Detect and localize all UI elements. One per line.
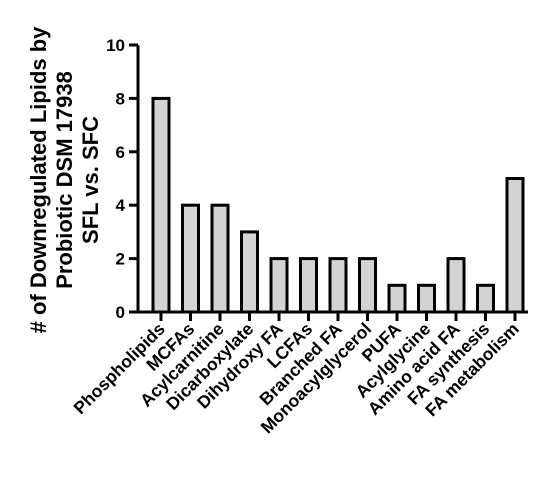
bar <box>446 257 466 314</box>
y-tick-label: 2 <box>116 250 125 269</box>
y-tick-label: 0 <box>116 303 125 322</box>
y-axis-title-line-2: Probiotic DSM 17938 <box>52 71 77 289</box>
bar <box>476 283 495 314</box>
bar <box>210 203 230 314</box>
y-tick-label: 6 <box>116 143 125 162</box>
y-axis-title-line-1: # of Downregulated Lipids by <box>26 26 51 334</box>
y-axis-title: # of Downregulated Lipids by Probiotic D… <box>26 26 103 334</box>
bar <box>387 283 407 314</box>
y-tick-label: 4 <box>116 196 126 215</box>
x-axis: PhospholipidsMCFAsAcylcarnitineDicarboxy… <box>69 310 528 437</box>
bar <box>151 96 171 314</box>
bar <box>181 203 200 314</box>
bar <box>358 257 377 314</box>
y-tick-label: 8 <box>116 89 125 108</box>
bar <box>269 257 289 314</box>
bar <box>505 177 525 314</box>
bars <box>151 96 525 314</box>
y-axis-title-line-3: SFL vs. SFC <box>78 116 103 244</box>
bar <box>417 283 436 314</box>
bar <box>299 257 318 314</box>
bar <box>240 230 259 314</box>
y-axis: 0 2 4 6 8 10 <box>106 36 140 322</box>
bar <box>328 257 348 314</box>
y-tick-label: 10 <box>106 36 125 55</box>
